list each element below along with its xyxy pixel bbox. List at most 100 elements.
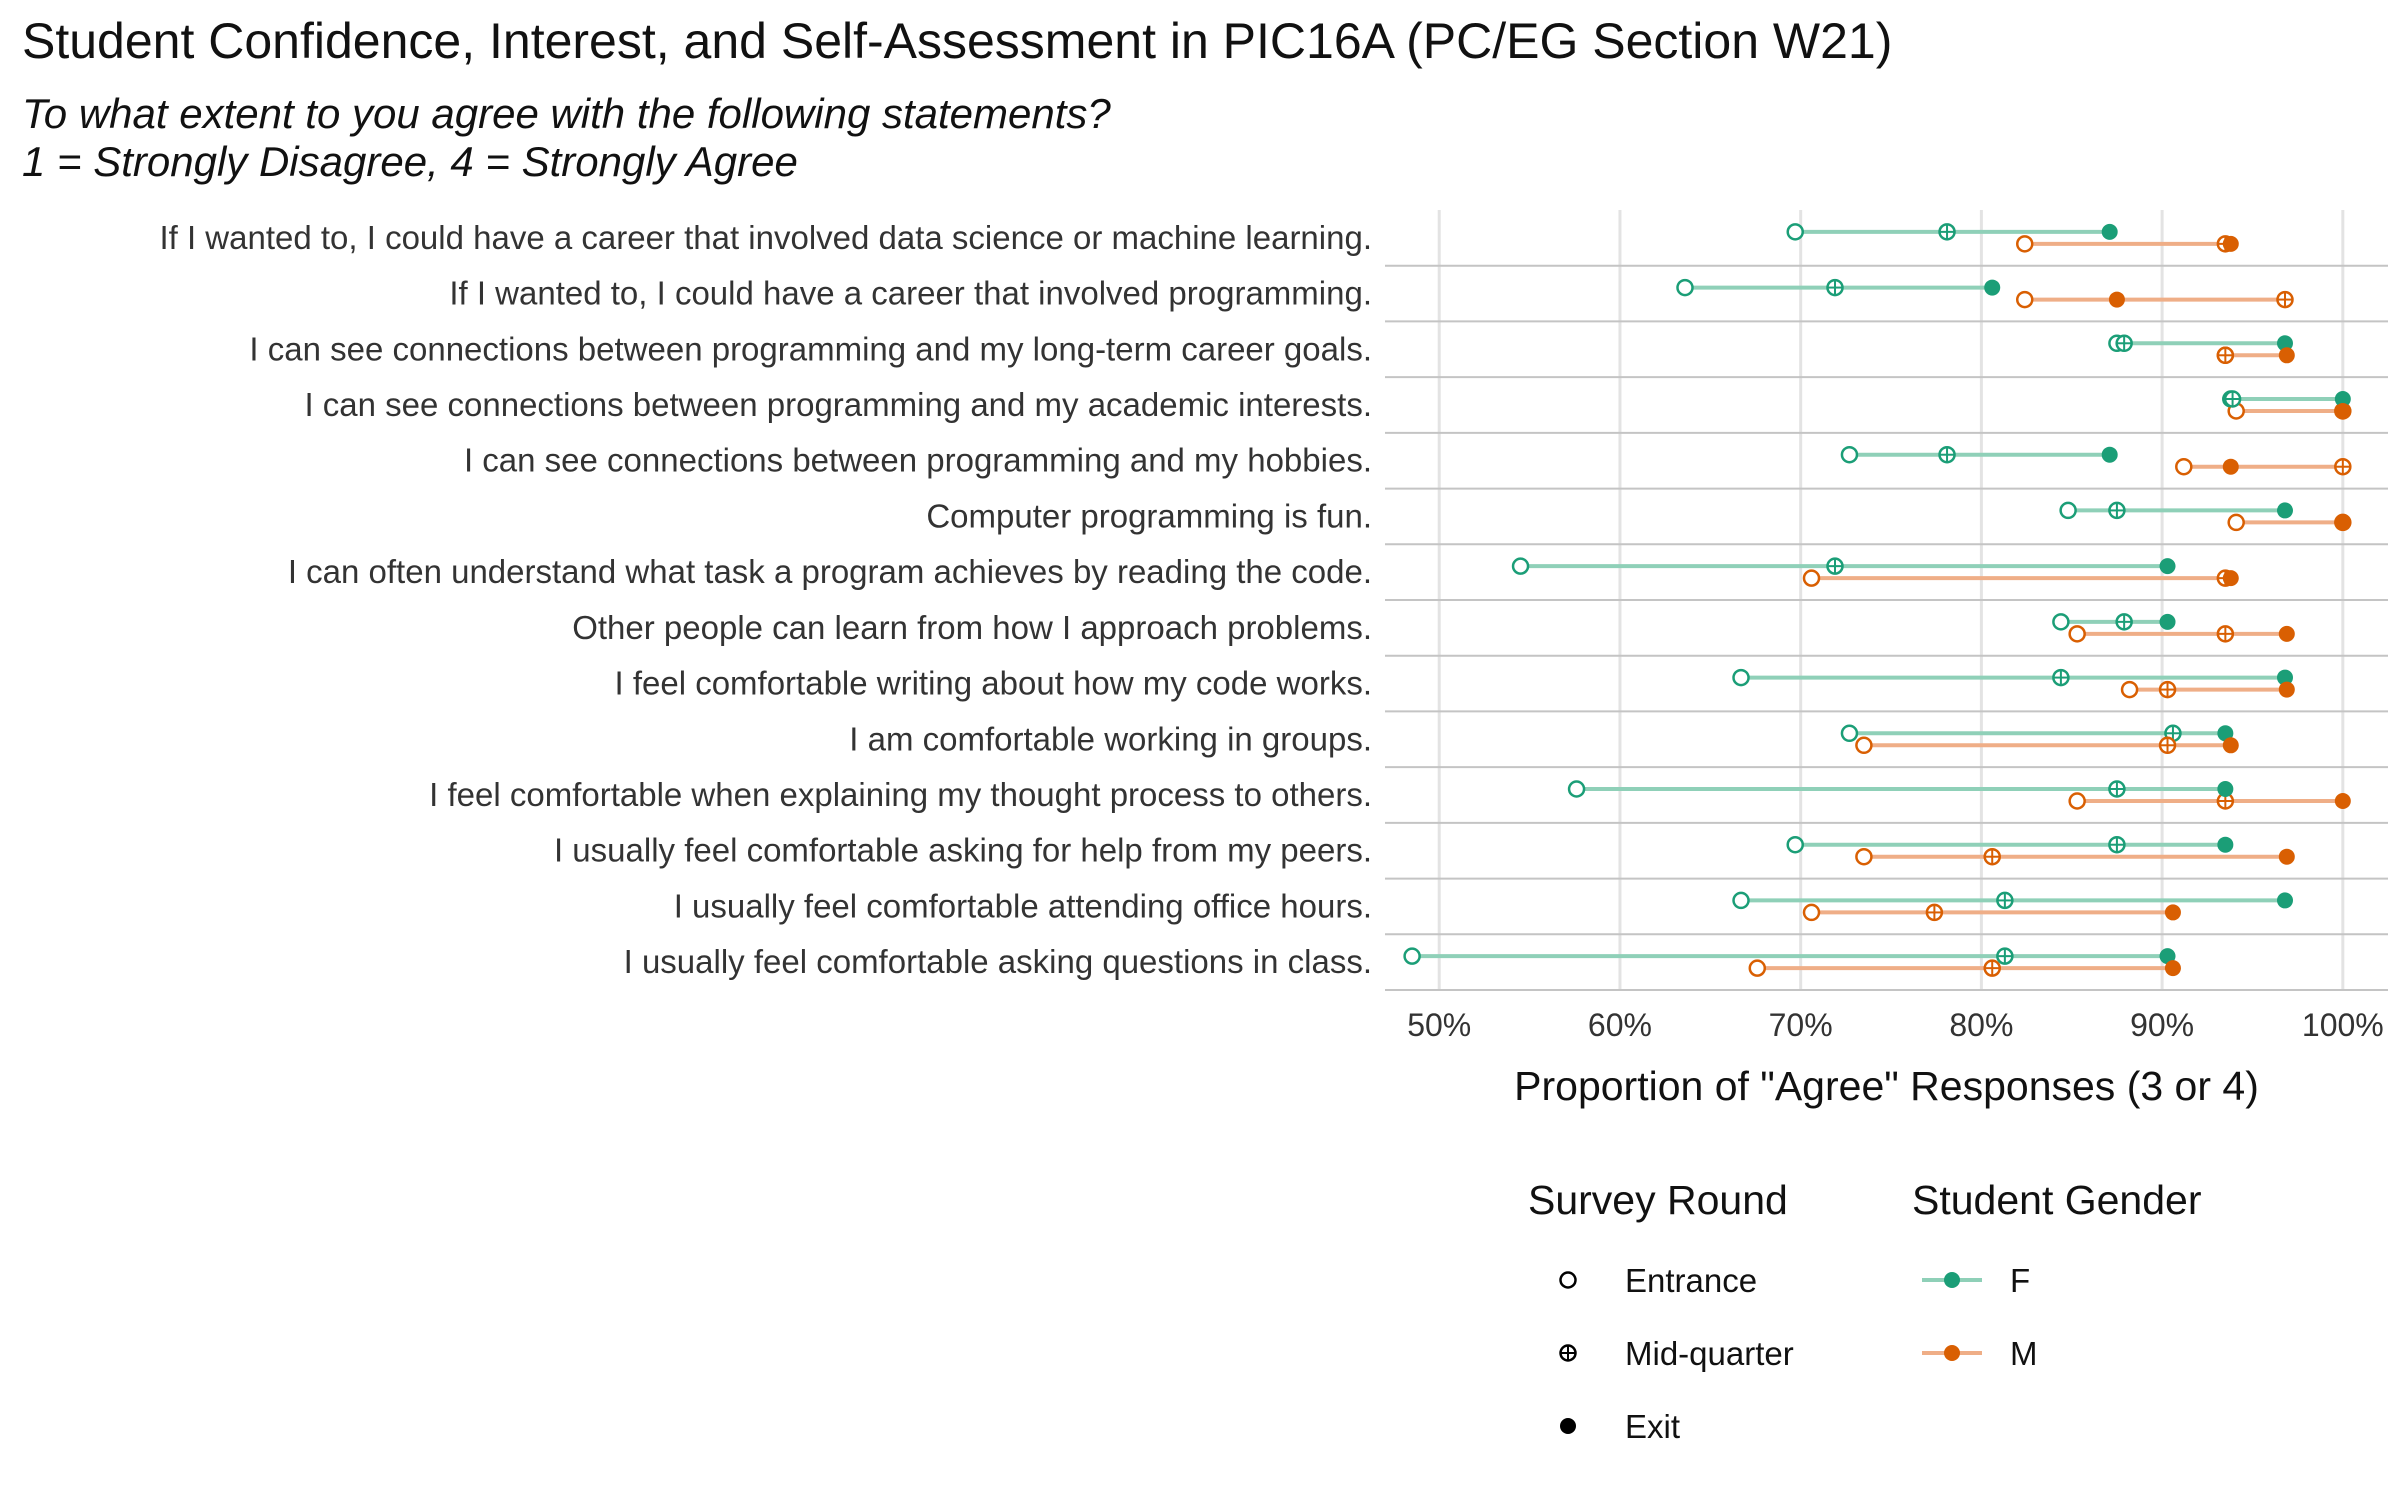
legend-key-f bbox=[1922, 1272, 1982, 1288]
legend-label-m: M bbox=[2010, 1335, 2038, 1372]
legend-label-mid-quarter: Mid-quarter bbox=[1625, 1335, 1794, 1372]
category-labels: If I wanted to, I could have a career th… bbox=[159, 219, 1372, 980]
point-f-mid-quarter bbox=[2108, 780, 2126, 798]
chart-subtitle-question: To what extent to you agree with the fol… bbox=[22, 90, 1111, 137]
point-f-exit bbox=[2217, 781, 2234, 797]
point-m-mid-quarter bbox=[1983, 959, 2001, 977]
point-m-entrance bbox=[2120, 680, 2139, 699]
point-m-exit bbox=[2334, 793, 2351, 809]
point-f-entrance bbox=[2059, 501, 2077, 520]
legend-marker-exit bbox=[1560, 1418, 1576, 1434]
category-label: I feel comfortable when explaining my th… bbox=[429, 776, 1372, 813]
chart-title: Student Confidence, Interest, and Self-A… bbox=[22, 13, 1893, 69]
category-label: I usually feel comfortable asking for he… bbox=[554, 832, 1372, 869]
point-f-mid-quarter bbox=[2052, 668, 2070, 687]
point-f-entrance bbox=[1511, 557, 1530, 575]
legend-title-student-gender: Student Gender bbox=[1912, 1177, 2201, 1223]
category-label: I can see connections between programmin… bbox=[249, 330, 1372, 367]
point-f-mid-quarter bbox=[1996, 947, 2014, 965]
legend-label-f: F bbox=[2010, 1262, 2030, 1299]
point-f-entrance bbox=[2052, 613, 2070, 631]
category-label: I can see connections between programmin… bbox=[464, 442, 1372, 479]
category-label: Other people can learn from how I approa… bbox=[572, 609, 1372, 646]
point-f-mid-quarter bbox=[2164, 724, 2182, 743]
legend-round-items: Entrance Mid-quarter Exit bbox=[1559, 1262, 1794, 1445]
legend-marker-mid-quarter bbox=[1559, 1344, 1577, 1362]
category-label: Computer programming is fun. bbox=[926, 497, 1372, 534]
point-m-mid-quarter bbox=[2158, 736, 2177, 755]
x-tick-label: 90% bbox=[2130, 1007, 2194, 1043]
legend: Survey Round Student Gender Entrance Mid-… bbox=[1528, 1177, 2201, 1445]
point-m-entrance bbox=[2227, 513, 2245, 532]
point-m-entrance bbox=[2068, 625, 2086, 643]
point-m-exit bbox=[2222, 235, 2239, 252]
chart-subtitle-scale: 1 = Strongly Disagree, 4 = Strongly Agre… bbox=[22, 138, 798, 185]
point-m-entrance bbox=[1855, 847, 1873, 866]
x-tick-label: 100% bbox=[2302, 1007, 2384, 1043]
point-m-exit bbox=[2334, 514, 2351, 531]
legend-key-m bbox=[1922, 1345, 1982, 1361]
point-m-exit bbox=[2222, 737, 2239, 754]
point-f-exit bbox=[2159, 558, 2176, 575]
point-f-entrance bbox=[1732, 668, 1750, 687]
point-f-mid-quarter bbox=[1996, 891, 2014, 910]
point-f-mid-quarter bbox=[2108, 835, 2126, 854]
point-f-mid-quarter bbox=[1826, 557, 1844, 575]
x-tick-label: 50% bbox=[1407, 1007, 1471, 1043]
point-f-entrance bbox=[1840, 724, 1859, 743]
point-m-exit bbox=[2164, 904, 2181, 921]
point-m-exit bbox=[2278, 681, 2295, 698]
point-f-entrance bbox=[1840, 445, 1859, 464]
point-f-entrance bbox=[1786, 223, 1804, 241]
point-m-entrance bbox=[1855, 736, 1873, 755]
category-label: I usually feel comfortable attending off… bbox=[674, 887, 1372, 924]
data-points bbox=[1403, 223, 2352, 977]
point-f-exit bbox=[2276, 669, 2293, 686]
point-m-mid-quarter bbox=[1983, 847, 2001, 866]
point-f-exit bbox=[2276, 502, 2293, 519]
point-f-mid-quarter bbox=[2115, 334, 2133, 353]
point-m-mid-quarter bbox=[1925, 903, 1944, 922]
point-f-mid-quarter bbox=[1826, 278, 1844, 297]
point-m-exit bbox=[2222, 458, 2239, 475]
point-m-entrance bbox=[2068, 792, 2086, 810]
point-m-exit bbox=[2108, 291, 2125, 308]
point-f-entrance bbox=[1567, 780, 1586, 798]
category-label: I usually feel comfortable asking questi… bbox=[624, 943, 1372, 980]
point-m-mid-quarter bbox=[2334, 457, 2352, 476]
point-m-entrance bbox=[2175, 457, 2193, 476]
point-m-exit bbox=[2334, 403, 2351, 419]
legend-title-survey-round: Survey Round bbox=[1528, 1177, 1788, 1223]
point-f-exit bbox=[2101, 446, 2118, 463]
point-m-mid-quarter bbox=[2276, 290, 2294, 309]
point-f-mid-quarter bbox=[2115, 613, 2133, 631]
point-f-exit bbox=[2276, 335, 2293, 352]
category-label: I feel comfortable writing about how my … bbox=[614, 665, 1372, 702]
point-f-mid-quarter bbox=[2223, 390, 2242, 408]
point-m-entrance bbox=[2016, 290, 2034, 309]
point-m-mid-quarter bbox=[2216, 346, 2235, 365]
point-m-exit bbox=[2278, 347, 2295, 364]
point-m-entrance bbox=[2016, 235, 2034, 253]
legend-marker-entrance bbox=[1559, 1271, 1577, 1289]
category-label: I am comfortable working in groups. bbox=[849, 720, 1372, 757]
x-axis-ticks: 50% 60% 70% 80% 90% 100% bbox=[1407, 1007, 2384, 1043]
point-f-mid-quarter bbox=[1938, 223, 1956, 241]
point-f-mid-quarter bbox=[1938, 445, 1956, 464]
legend-label-exit: Exit bbox=[1625, 1408, 1680, 1445]
point-f-mid-quarter bbox=[2108, 501, 2126, 520]
legend-gender-items: FM bbox=[1922, 1262, 2038, 1372]
point-f-entrance bbox=[1676, 278, 1694, 297]
point-m-exit bbox=[2164, 960, 2181, 977]
point-f-entrance bbox=[1786, 835, 1804, 854]
point-f-exit bbox=[2334, 391, 2351, 407]
point-f-exit bbox=[1984, 279, 2001, 296]
x-axis-title: Proportion of "Agree" Responses (3 or 4) bbox=[1514, 1063, 2259, 1109]
x-tick-label: 60% bbox=[1588, 1007, 1652, 1043]
category-label: I can see connections between programmin… bbox=[304, 386, 1372, 423]
category-label: I can often understand what task a progr… bbox=[288, 553, 1372, 590]
row-separators bbox=[1385, 264, 2388, 991]
point-m-exit bbox=[2222, 570, 2239, 587]
point-f-exit bbox=[2217, 725, 2234, 742]
